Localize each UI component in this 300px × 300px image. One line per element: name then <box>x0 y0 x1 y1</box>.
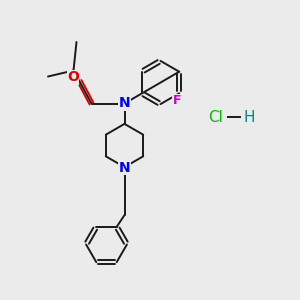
Text: H: H <box>243 110 255 124</box>
Text: Cl: Cl <box>208 110 224 124</box>
Text: N: N <box>119 161 130 175</box>
Text: O: O <box>67 70 79 84</box>
Text: N: N <box>119 96 130 110</box>
Text: F: F <box>172 94 181 107</box>
